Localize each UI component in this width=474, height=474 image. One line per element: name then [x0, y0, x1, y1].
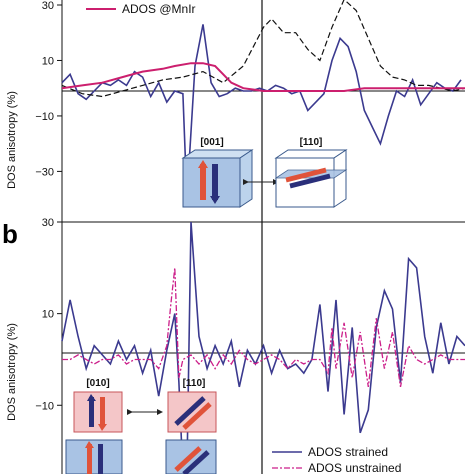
- inset-label-010: [010]: [86, 378, 109, 389]
- panel-a-ylabel: DOS anisotropy (%): [6, 91, 18, 189]
- panel-b-series-strained-line: [61, 222, 465, 474]
- square-010-pink: [73, 391, 123, 433]
- square-110-blue: [165, 439, 217, 474]
- panel-b-insets: [010] [110]: [65, 378, 217, 474]
- cube-001: [181, 149, 254, 208]
- inset-label-110-b: [110]: [183, 378, 206, 389]
- panel-a-ytick-label: −30: [35, 166, 54, 178]
- square-010-blue: [65, 439, 123, 474]
- panel-a-ytick-label: 10: [42, 55, 54, 67]
- panel-b-ytick-label: −10: [35, 400, 54, 412]
- panel-b-legend: ADOS strained ADOS unstrained: [272, 445, 401, 474]
- panel-a-insets: [001] [110]: [181, 137, 348, 208]
- panel-b-letter: b: [2, 219, 18, 249]
- panel-a-series-strained-line: [61, 24, 462, 200]
- panel-b-ytick-label: 30: [42, 217, 54, 229]
- panel-a-series-dashed-line: [61, 0, 465, 98]
- legend-unstrained-label: ADOS unstrained: [308, 461, 401, 474]
- panel-a-yticks: 30 10 −10 −30: [35, 0, 62, 178]
- panel-a-ytick-label: 30: [42, 0, 54, 12]
- cube-110-a: [274, 149, 348, 208]
- panel-b: b 30 10 −10 DOS anisotropy (%) [010] [110]: [2, 217, 465, 474]
- inset-label-110-a: [110]: [300, 137, 323, 148]
- panel-b-series-unstrained-line: [62, 267, 465, 388]
- panel-b-ylabel: DOS anisotropy (%): [6, 323, 18, 421]
- panel-a-ytick-label: −10: [35, 111, 54, 123]
- panel-b-ytick-label: 10: [42, 309, 54, 321]
- panel-a-legend: ADOS @MnIr: [86, 2, 196, 16]
- square-110-pink: [167, 391, 217, 433]
- panel-a-series-mnir-line: [61, 62, 465, 92]
- legend-mnir-label: ADOS @MnIr: [122, 2, 196, 16]
- legend-strained-label: ADOS strained: [308, 445, 388, 459]
- inset-label-001: [001]: [200, 137, 223, 148]
- panel-b-yticks: 30 10 −10: [35, 217, 62, 412]
- panel-a: 30 10 −10 −30 DOS anisotropy (%) ADOS @MnIr…: [6, 0, 465, 223]
